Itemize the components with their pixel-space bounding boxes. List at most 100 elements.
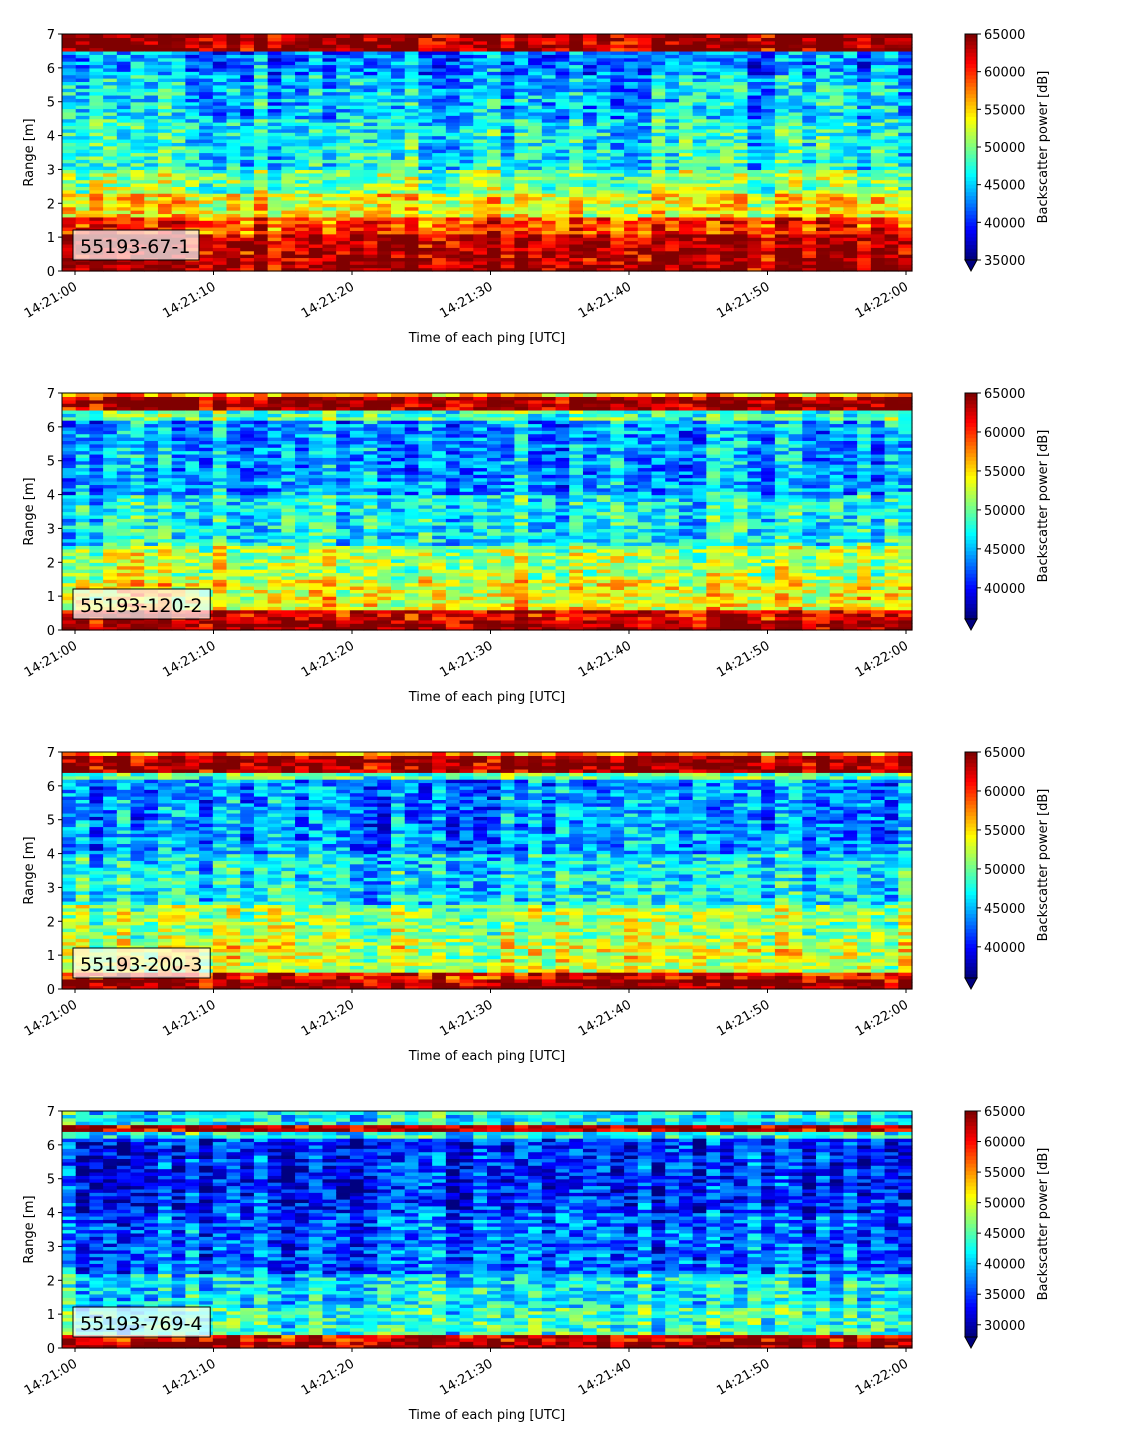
heatmap-cell <box>514 220 529 225</box>
heatmap-cell <box>103 67 118 72</box>
heatmap-cell <box>281 78 296 82</box>
heatmap-cell <box>144 101 159 106</box>
heatmap-cell <box>445 132 461 137</box>
heatmap-cell <box>857 203 872 208</box>
heatmap-cell <box>171 179 186 184</box>
heatmap-cell <box>363 216 378 221</box>
heatmap-cell <box>747 74 762 79</box>
heatmap-cell <box>733 260 749 265</box>
heatmap-cell <box>788 84 803 89</box>
heatmap-cell <box>445 128 461 133</box>
heatmap-cell <box>747 210 762 215</box>
heatmap-cell <box>336 182 351 187</box>
heatmap-cell <box>898 115 913 120</box>
heatmap-cell <box>898 226 913 231</box>
heatmap-cell <box>103 78 118 82</box>
heatmap-cell <box>363 223 378 228</box>
heatmap-cell <box>336 179 351 184</box>
heatmap-cell <box>569 216 584 221</box>
heatmap-cell <box>569 203 584 208</box>
heatmap-cell <box>377 34 392 38</box>
heatmap-cell <box>445 71 461 76</box>
heatmap-cell <box>487 149 502 154</box>
heatmap-cell <box>75 579 91 584</box>
heatmap-cell <box>692 267 707 272</box>
heatmap-cell <box>816 128 831 133</box>
heatmap-cell <box>651 169 666 174</box>
heatmap-cell <box>459 132 474 137</box>
heatmap-cell <box>199 199 214 204</box>
colorbar-segment <box>965 147 977 152</box>
heatmap-cell <box>788 264 803 269</box>
heatmap-cell <box>747 57 762 62</box>
heatmap-cell <box>816 250 831 255</box>
heatmap-cell <box>212 257 228 262</box>
heatmap-cell <box>336 61 351 66</box>
heatmap-cell <box>541 216 557 221</box>
heatmap-cell <box>692 179 707 184</box>
heatmap-cell <box>377 237 392 242</box>
heatmap-cell <box>706 54 721 59</box>
heatmap-cell <box>884 44 899 49</box>
heatmap-cell <box>473 240 488 245</box>
heatmap-cell <box>130 122 145 127</box>
heatmap-cell <box>857 155 872 160</box>
heatmap-cell <box>391 71 406 76</box>
heatmap-cell <box>473 84 488 89</box>
heatmap-cell <box>226 142 241 147</box>
heatmap-cell <box>624 122 639 127</box>
heatmap-cell <box>555 172 570 177</box>
heatmap-cell <box>253 94 269 99</box>
heatmap-cell <box>116 159 132 164</box>
heatmap-cell <box>637 44 653 49</box>
heatmap-cell <box>418 81 433 86</box>
heatmap-cell <box>610 54 625 59</box>
heatmap-cell <box>391 179 406 184</box>
heatmap-cell <box>829 223 845 228</box>
heatmap-cell <box>843 128 858 133</box>
heatmap-cell <box>157 267 173 272</box>
heatmap-cell <box>528 233 543 238</box>
heatmap-cell <box>267 67 282 72</box>
heatmap-cell <box>541 37 557 42</box>
heatmap-cell <box>761 78 776 82</box>
heatmap-cell <box>144 142 159 147</box>
heatmap-cell <box>336 257 351 262</box>
heatmap-cell <box>610 233 625 238</box>
heatmap-cell <box>706 166 721 171</box>
heatmap-cell <box>761 223 776 228</box>
heatmap-cell <box>857 267 872 272</box>
heatmap-cell <box>788 78 803 82</box>
heatmap-cell <box>89 91 104 96</box>
heatmap-cell <box>445 111 461 116</box>
heatmap-cell <box>103 267 118 272</box>
heatmap-cell <box>843 203 858 208</box>
heatmap-cell <box>62 596 77 601</box>
heatmap-cell <box>391 155 406 160</box>
heatmap-cell <box>308 230 324 235</box>
heatmap-cell <box>720 172 735 177</box>
heatmap-cell <box>528 108 543 113</box>
heatmap-cell <box>596 50 611 55</box>
heatmap-cell <box>761 216 776 221</box>
heatmap-cell <box>651 57 666 62</box>
heatmap-cell <box>706 257 721 262</box>
heatmap-cell <box>637 125 653 130</box>
heatmap-cell <box>843 105 858 110</box>
heatmap-cell <box>761 115 776 120</box>
heatmap-cell <box>678 260 694 265</box>
heatmap-cell <box>391 199 406 204</box>
heatmap-cell <box>678 67 694 72</box>
heatmap-cell <box>171 149 186 154</box>
heatmap-cell <box>62 240 77 245</box>
heatmap-cell <box>870 182 886 187</box>
heatmap-cell <box>774 166 790 171</box>
heatmap-cell <box>130 159 145 164</box>
heatmap-cell <box>802 108 817 113</box>
heatmap-cell <box>569 155 584 160</box>
heatmap-cell <box>212 108 228 113</box>
heatmap-cell <box>596 206 611 211</box>
heatmap-cell <box>884 213 899 218</box>
heatmap-cell <box>788 34 803 38</box>
heatmap-cell <box>404 162 420 167</box>
